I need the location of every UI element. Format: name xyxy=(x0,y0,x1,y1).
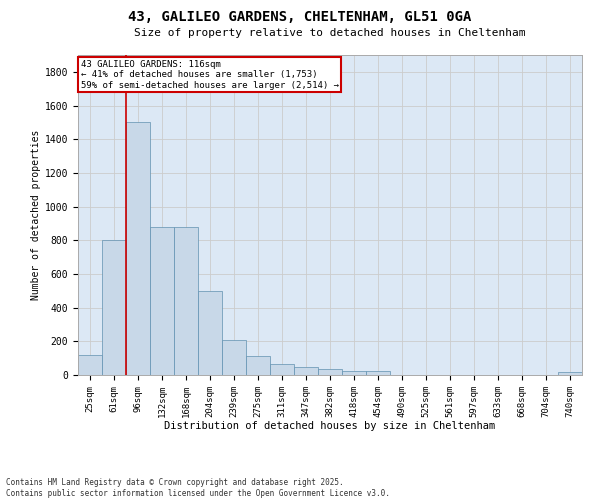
Bar xyxy=(150,227,174,375)
Text: 43 GALILEO GARDENS: 116sqm
← 41% of detached houses are smaller (1,753)
59% of s: 43 GALILEO GARDENS: 116sqm ← 41% of deta… xyxy=(80,60,338,90)
X-axis label: Distribution of detached houses by size in Cheltenham: Distribution of detached houses by size … xyxy=(164,421,496,431)
Bar xyxy=(366,371,390,375)
Bar xyxy=(102,240,126,375)
Y-axis label: Number of detached properties: Number of detached properties xyxy=(31,130,41,300)
Title: Size of property relative to detached houses in Cheltenham: Size of property relative to detached ho… xyxy=(134,28,526,38)
Bar xyxy=(222,340,246,375)
Bar xyxy=(318,369,342,375)
Bar xyxy=(342,371,366,375)
Bar xyxy=(174,227,198,375)
Bar xyxy=(558,372,582,375)
Text: 43, GALILEO GARDENS, CHELTENHAM, GL51 0GA: 43, GALILEO GARDENS, CHELTENHAM, GL51 0G… xyxy=(128,10,472,24)
Bar xyxy=(246,356,270,375)
Bar xyxy=(294,368,318,375)
Bar xyxy=(126,122,150,375)
Bar xyxy=(78,355,102,375)
Bar xyxy=(270,364,294,375)
Bar xyxy=(198,291,222,375)
Text: Contains HM Land Registry data © Crown copyright and database right 2025.
Contai: Contains HM Land Registry data © Crown c… xyxy=(6,478,390,498)
